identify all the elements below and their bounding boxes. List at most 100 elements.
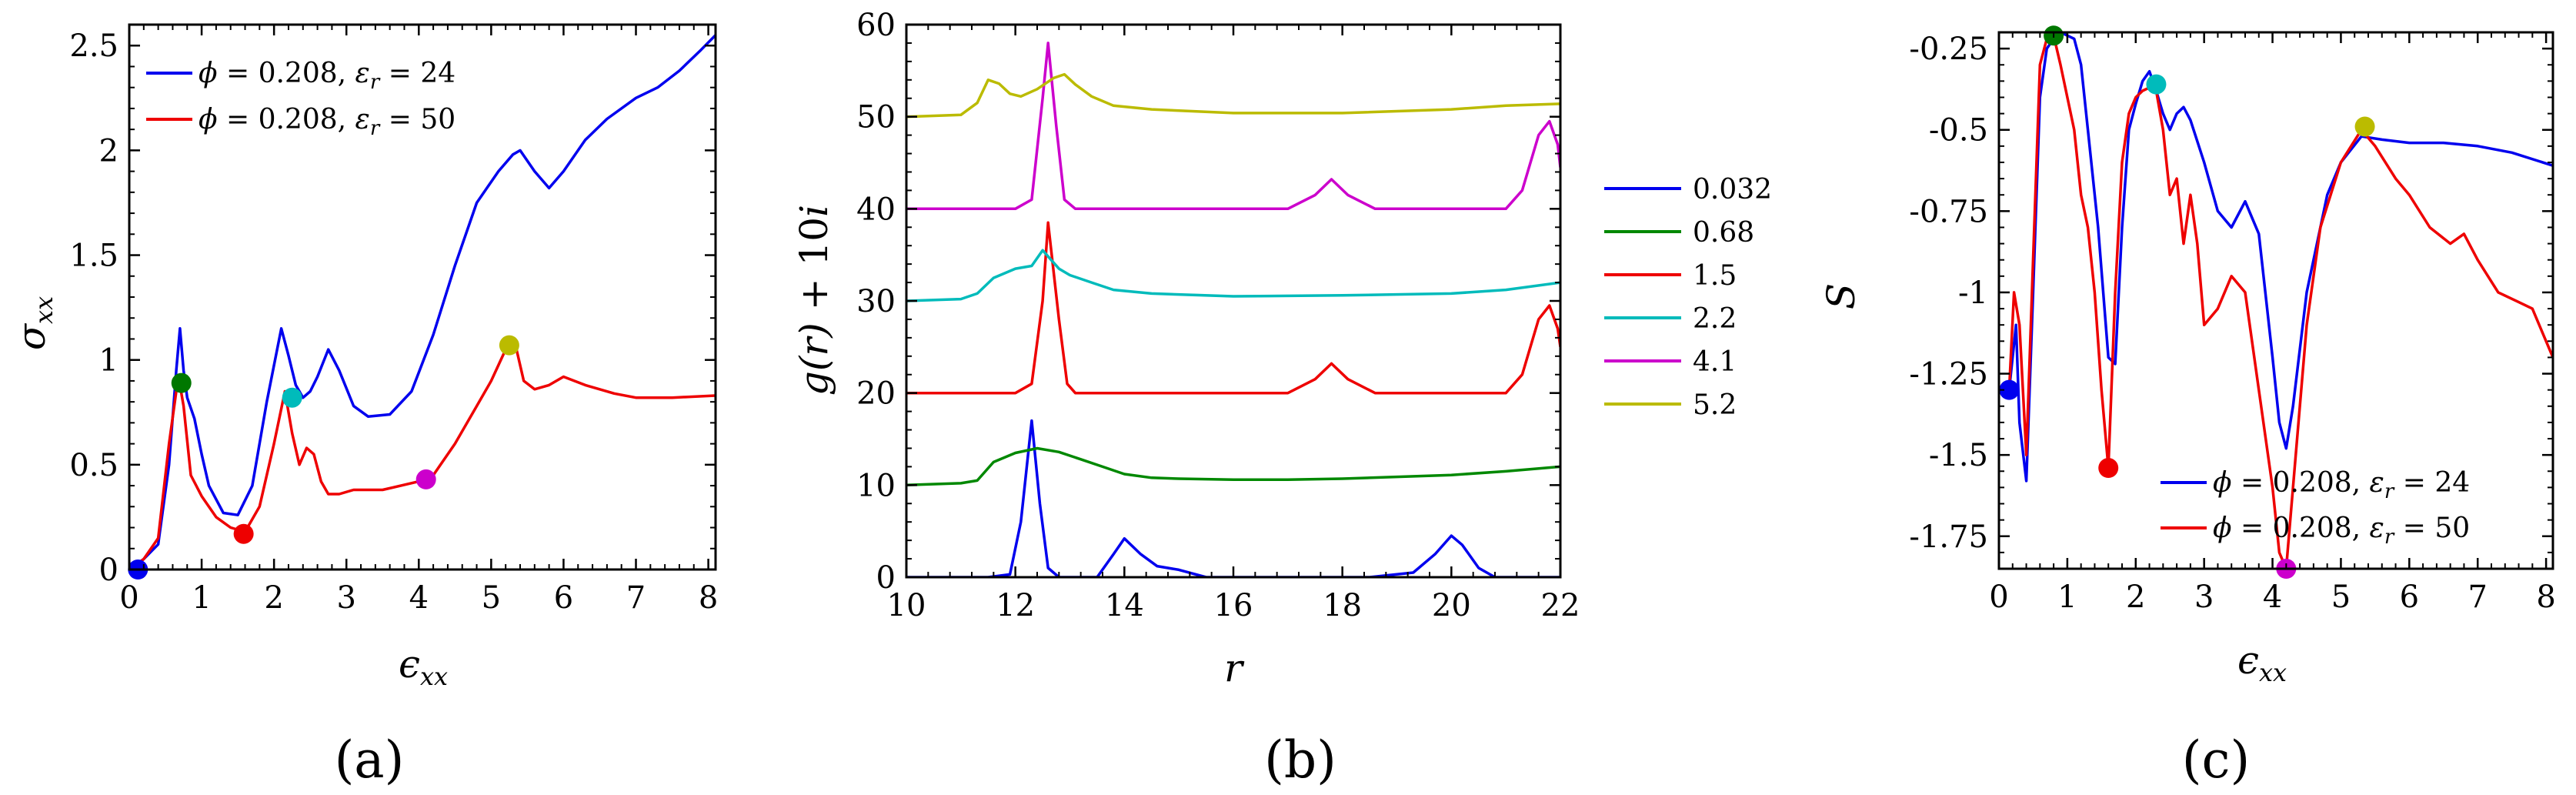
- legend-c-label-1: ϕ = 0.208, εr = 24: [2213, 467, 2470, 503]
- xlabel-c: ϵxx: [2237, 638, 2287, 687]
- panel-label-b: (b): [1264, 730, 1336, 790]
- marker-a-5: [415, 469, 436, 489]
- series-group-b: [906, 42, 1560, 577]
- legend-b: 0.032 0.68 1.5 2.2 4.1 5.2: [1604, 174, 1772, 421]
- marker-c-1: [1999, 379, 2020, 400]
- xtick-label-b-0: 10: [887, 588, 926, 623]
- xtick-label-a-8: 8: [699, 580, 718, 616]
- panel-c: 0 1 2 3 4 5 6 7 8-0.25-0.5-0.75-1-1.25-1.5-1.75 …: [1819, 25, 2556, 790]
- plot-a: [128, 34, 716, 580]
- legend-b-label-1: 0.032: [1693, 174, 1772, 205]
- series-line-b-5: [906, 42, 1560, 211]
- legend-a-label-2: ϕ = 0.208, εr = 50: [199, 104, 455, 140]
- xtick-label-b-1: 12: [996, 588, 1035, 623]
- xtick-label-b-6: 22: [1541, 588, 1580, 623]
- ytick-label-b-5: 50: [856, 100, 896, 135]
- xlabel-a: ϵxx: [399, 642, 448, 691]
- xtick-label-a-3: 3: [336, 580, 355, 616]
- marker-a-6: [499, 335, 519, 356]
- ytick-label-b-2: 20: [856, 376, 896, 412]
- series-line-b-6: [906, 72, 1560, 119]
- panel-label-a: (a): [335, 730, 405, 790]
- xtick-label-a-1: 1: [192, 580, 211, 616]
- marker-a-2: [171, 372, 192, 393]
- ytick-label-c-1: -0.5: [1929, 113, 1988, 149]
- series-line-a-2: [129, 348, 716, 570]
- legend-c-label-2: ϕ = 0.208, εr = 50: [2213, 513, 2470, 549]
- axes-frame-a: [128, 23, 717, 571]
- ytick-label-b-4: 40: [856, 192, 896, 227]
- series-group-a: [129, 34, 716, 570]
- legend-b-label-2: 0.68: [1693, 217, 1754, 249]
- legend-b-label-6: 5.2: [1693, 389, 1737, 421]
- ytick-label-a-4: 2: [99, 133, 118, 169]
- marker-c-6: [2354, 116, 2375, 137]
- series-line-c-2: [2007, 34, 2553, 569]
- ytick-label-c-5: -1.5: [1929, 438, 1988, 473]
- plot-b: [906, 42, 1560, 577]
- ticks-c: 0 1 2 3 4 5 6 7 8 -0.25 -0.5 -0.75 -1 -1.25 -1.5 -1.75: [1909, 32, 2556, 615]
- xtick-label-c-6: 6: [2400, 580, 2419, 615]
- ytick-label-c-3: -1: [1958, 276, 1988, 311]
- xtick-label-a-6: 6: [554, 580, 573, 616]
- legend-b-label-3: 1.5: [1693, 260, 1737, 292]
- xtick-label-c-2: 2: [2126, 580, 2145, 615]
- xtick-label-b-5: 20: [1432, 588, 1471, 623]
- ytick-label-a-5: 2.5: [69, 28, 118, 64]
- legend-a: ϕ = 0.208, εr = 24 ϕ = 0.208, εr = 50: [146, 58, 455, 140]
- series-line-b-4: [906, 249, 1560, 302]
- ytick-label-b-0: 0: [876, 560, 896, 596]
- xtick-label-c-5: 5: [2331, 580, 2351, 615]
- legend-b-label-4: 2.2: [1693, 303, 1737, 335]
- marker-a-4: [282, 387, 302, 408]
- plot-c: [1999, 25, 2553, 579]
- xtick-label-c-4: 4: [2263, 580, 2282, 615]
- xtick-label-c-0: 0: [1989, 580, 2008, 615]
- xtick-label-a-5: 5: [482, 580, 501, 616]
- legend-c: ϕ = 0.208, εr = 24 ϕ = 0.208, εr = 50: [2161, 467, 2470, 549]
- xtick-label-c-1: 1: [2057, 580, 2077, 615]
- legend-b-label-5: 4.1: [1693, 346, 1737, 378]
- xtick-label-c-8: 8: [2536, 580, 2555, 615]
- ylabel-a: σxx: [9, 296, 58, 350]
- panel-a: 0 1 2 3 4 5 6 7 8 0 0.5 1 1.5 2 2.5 σxx ϵxx ϕ = 0.208,…: [9, 23, 718, 790]
- legend-a-label-1: ϕ = 0.208, εr = 24: [199, 58, 455, 94]
- marker-c-4: [2146, 74, 2167, 95]
- ytick-label-c-0: -0.25: [1909, 32, 1988, 67]
- ylabel-c: S: [1819, 283, 1864, 309]
- xtick-label-a-0: 0: [119, 580, 138, 616]
- ylabel-b: g(r) + 10i: [792, 205, 836, 396]
- ytick-label-b-1: 10: [856, 468, 896, 503]
- axes-frame-b: [905, 23, 1562, 579]
- series-line-b-1: [906, 419, 1560, 577]
- panel-label-c: (c): [2182, 730, 2250, 790]
- series-line-a-1: [129, 34, 716, 570]
- xtick-label-b-2: 14: [1105, 588, 1144, 623]
- marker-c-3: [2098, 458, 2119, 479]
- xtick-label-a-7: 7: [626, 580, 646, 616]
- series-line-b-2: [906, 446, 1560, 487]
- ytick-label-b-3: 30: [856, 284, 896, 319]
- xtick-label-c-3: 3: [2194, 580, 2214, 615]
- marker-a-3: [233, 523, 254, 544]
- xtick-label-c-7: 7: [2468, 580, 2487, 615]
- xtick-label-b-3: 16: [1214, 588, 1253, 623]
- ytick-label-c-6: -1.75: [1909, 519, 1988, 555]
- xlabel-b: r: [1224, 646, 1245, 690]
- ytick-label-a-2: 1: [99, 343, 118, 379]
- ytick-label-c-4: -1.25: [1909, 357, 1988, 392]
- axes-frame-c: [1997, 31, 2554, 570]
- ytick-label-a-1: 0.5: [69, 448, 118, 483]
- series-line-b-3: [906, 221, 1560, 395]
- xtick-label-a-4: 4: [409, 580, 429, 616]
- ytick-label-a-3: 1.5: [69, 239, 118, 274]
- ytick-label-b-6: 60: [856, 8, 896, 43]
- xtick-label-a-2: 2: [264, 580, 283, 616]
- ytick-label-a-0: 0: [99, 553, 118, 588]
- ticks-a: 0 1 2 3 4 5 6 7 8 0 0.5 1 1.5 2 2.5: [69, 24, 718, 616]
- ytick-label-c-2: -0.75: [1909, 194, 1988, 229]
- xtick-label-b-4: 18: [1323, 588, 1362, 623]
